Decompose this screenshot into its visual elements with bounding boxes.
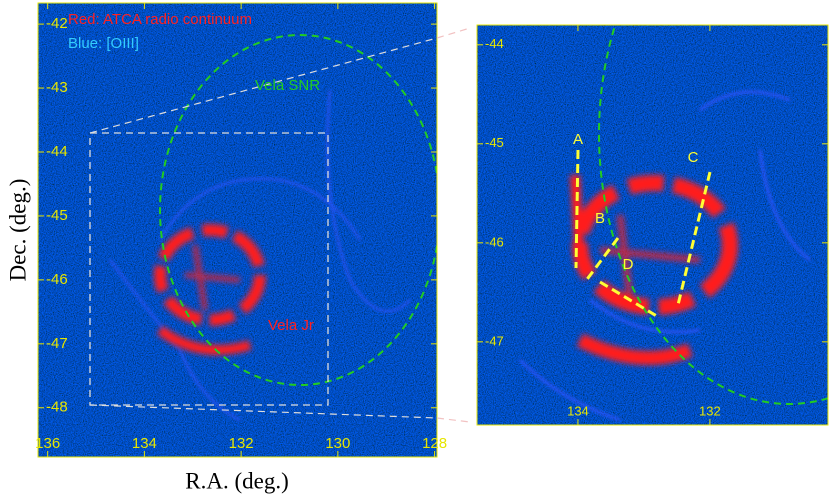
y-tick-label: -46 — [485, 234, 504, 249]
x-tick-label: 132 — [699, 403, 721, 418]
y-tick-label: -48 — [46, 399, 68, 416]
y-tick-label: -45 — [485, 135, 504, 150]
annotation: Red: ATCA radio continuum — [68, 11, 252, 28]
annotation: Blue: [OIII] — [68, 35, 139, 52]
right-frame — [476, 24, 829, 426]
y-tick-label: -42 — [46, 15, 68, 32]
y-axis-title: Dec. (deg.) — [5, 179, 30, 282]
x-tick-label: 128 — [422, 435, 447, 452]
annotation: B — [595, 210, 605, 227]
x-tick-label: 130 — [325, 435, 350, 452]
x-tick-label: 132 — [229, 435, 254, 452]
annotation: Vela Jr — [268, 317, 314, 334]
x-tick-label: 136 — [35, 435, 60, 452]
x-tick-label: 134 — [132, 435, 157, 452]
annotation: A — [573, 131, 583, 148]
y-tick-label: -47 — [485, 333, 504, 348]
y-tick-label: -44 — [485, 36, 504, 51]
x-axis-title: R.A. (deg.) — [185, 468, 288, 493]
right-image — [477, 25, 828, 425]
zoom-lines — [89, 27, 471, 423]
annotation: C — [688, 149, 699, 166]
left-image — [38, 3, 437, 457]
x-tick-label: 134 — [567, 403, 589, 418]
y-tick-label: -43 — [46, 79, 68, 96]
left-frame — [37, 2, 438, 458]
y-tick-label: -47 — [46, 335, 68, 352]
y-tick-label: -45 — [46, 207, 68, 224]
annotation: D — [623, 256, 634, 273]
y-tick-label: -46 — [46, 271, 68, 288]
y-tick-label: -44 — [46, 143, 68, 160]
annotation: Vela SNR — [255, 77, 320, 94]
